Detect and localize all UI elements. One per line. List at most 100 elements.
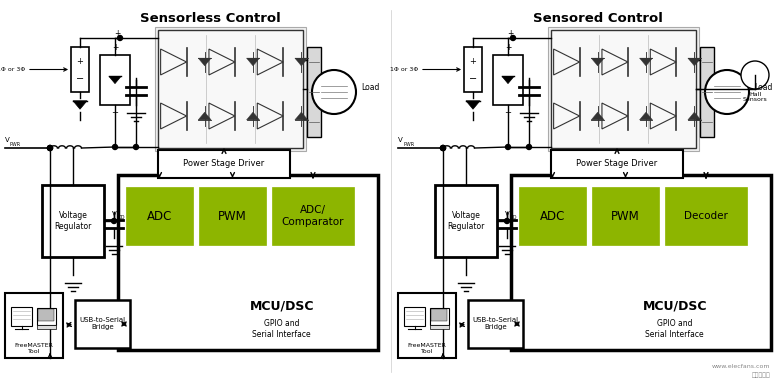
Polygon shape: [591, 58, 604, 66]
Text: MCU/DSC: MCU/DSC: [250, 300, 314, 313]
Circle shape: [48, 146, 52, 151]
Text: Hall
Sensors: Hall Sensors: [742, 92, 767, 102]
Bar: [158, 150, 290, 178]
Bar: [551, 30, 696, 148]
Text: 1Φ or 3Φ: 1Φ or 3Φ: [0, 67, 25, 72]
Polygon shape: [591, 112, 604, 120]
Text: +: +: [114, 29, 120, 37]
Circle shape: [312, 70, 356, 114]
Bar: [511, 175, 771, 350]
Circle shape: [117, 36, 122, 40]
Polygon shape: [198, 58, 211, 66]
Circle shape: [504, 219, 510, 223]
Circle shape: [111, 219, 117, 223]
Text: FreeMASTER
Tool: FreeMASTER Tool: [408, 343, 446, 354]
Text: −: −: [469, 74, 477, 84]
Polygon shape: [247, 112, 259, 120]
Text: −: −: [111, 108, 118, 118]
Text: V: V: [505, 211, 510, 217]
Text: PWR: PWR: [10, 142, 21, 147]
Text: PWR: PWR: [403, 142, 414, 147]
Text: MCU/DSC: MCU/DSC: [643, 300, 707, 313]
Text: PWM: PWM: [611, 209, 640, 222]
Bar: [435, 185, 497, 257]
Circle shape: [441, 146, 446, 151]
Text: ADC: ADC: [147, 209, 172, 222]
Bar: [100, 55, 130, 105]
Bar: [493, 55, 523, 105]
Bar: [5, 293, 63, 358]
Text: www.elecfans.com: www.elecfans.com: [712, 364, 770, 369]
Text: Sensored Control: Sensored Control: [533, 11, 663, 24]
Text: DD: DD: [117, 215, 124, 220]
Circle shape: [511, 36, 515, 40]
Bar: [519, 187, 586, 245]
Bar: [71, 47, 89, 92]
Circle shape: [705, 70, 749, 114]
Bar: [592, 187, 659, 245]
Circle shape: [113, 144, 117, 149]
Text: +: +: [507, 29, 513, 37]
Bar: [126, 187, 193, 245]
Text: USB-to-Serial
Bridge: USB-to-Serial Bridge: [79, 317, 125, 330]
Text: −: −: [76, 74, 84, 84]
Bar: [551, 150, 683, 178]
Text: Voltage
Regulator: Voltage Regulator: [447, 211, 485, 231]
Text: Sensorless Control: Sensorless Control: [140, 11, 281, 24]
Bar: [548, 27, 699, 151]
Circle shape: [441, 146, 446, 151]
Bar: [431, 309, 447, 320]
Bar: [158, 30, 303, 148]
Circle shape: [526, 144, 532, 149]
Text: V: V: [112, 211, 117, 217]
Polygon shape: [109, 76, 121, 84]
Text: GPIO and
Serial Interface: GPIO and Serial Interface: [645, 319, 704, 339]
Bar: [430, 308, 449, 325]
Text: Power Stage Driver: Power Stage Driver: [576, 160, 658, 168]
Text: 1Φ or 3Φ: 1Φ or 3Φ: [390, 67, 418, 72]
Text: Decoder: Decoder: [684, 211, 728, 221]
Text: −: −: [504, 108, 511, 118]
Polygon shape: [198, 112, 211, 120]
Polygon shape: [295, 58, 308, 66]
Bar: [37, 325, 56, 329]
Text: DD: DD: [510, 215, 518, 220]
Polygon shape: [640, 112, 652, 120]
Bar: [37, 308, 56, 325]
Circle shape: [48, 146, 52, 151]
Circle shape: [506, 144, 511, 149]
Bar: [38, 309, 54, 320]
Text: 电子发烧友: 电子发烧友: [751, 372, 770, 378]
Text: USB-to-Serial
Bridge: USB-to-Serial Bridge: [472, 317, 518, 330]
Text: PWM: PWM: [218, 209, 247, 222]
Polygon shape: [687, 112, 701, 120]
Text: GPIO and
Serial Interface: GPIO and Serial Interface: [252, 319, 311, 339]
Bar: [665, 187, 747, 245]
Bar: [307, 47, 321, 137]
Bar: [75, 300, 130, 348]
Polygon shape: [502, 76, 514, 84]
Text: ADC/
Comparator: ADC/ Comparator: [282, 205, 345, 227]
Bar: [118, 175, 378, 350]
Circle shape: [441, 146, 446, 151]
Bar: [430, 325, 449, 329]
Polygon shape: [466, 101, 480, 109]
Circle shape: [133, 144, 139, 149]
Polygon shape: [247, 58, 259, 66]
Polygon shape: [73, 101, 87, 109]
Text: Load: Load: [361, 84, 380, 92]
Text: FreeMASTER
Tool: FreeMASTER Tool: [15, 343, 53, 354]
Text: Power Stage Driver: Power Stage Driver: [183, 160, 265, 168]
Text: +: +: [77, 57, 84, 66]
Text: Voltage
Regulator: Voltage Regulator: [54, 211, 92, 231]
Text: ADC: ADC: [539, 209, 565, 222]
Polygon shape: [687, 58, 701, 66]
Circle shape: [741, 61, 769, 89]
Bar: [11, 307, 32, 325]
Bar: [404, 307, 425, 325]
Bar: [42, 185, 104, 257]
Bar: [464, 47, 482, 92]
Bar: [468, 300, 523, 348]
Bar: [700, 47, 714, 137]
Bar: [398, 293, 456, 358]
